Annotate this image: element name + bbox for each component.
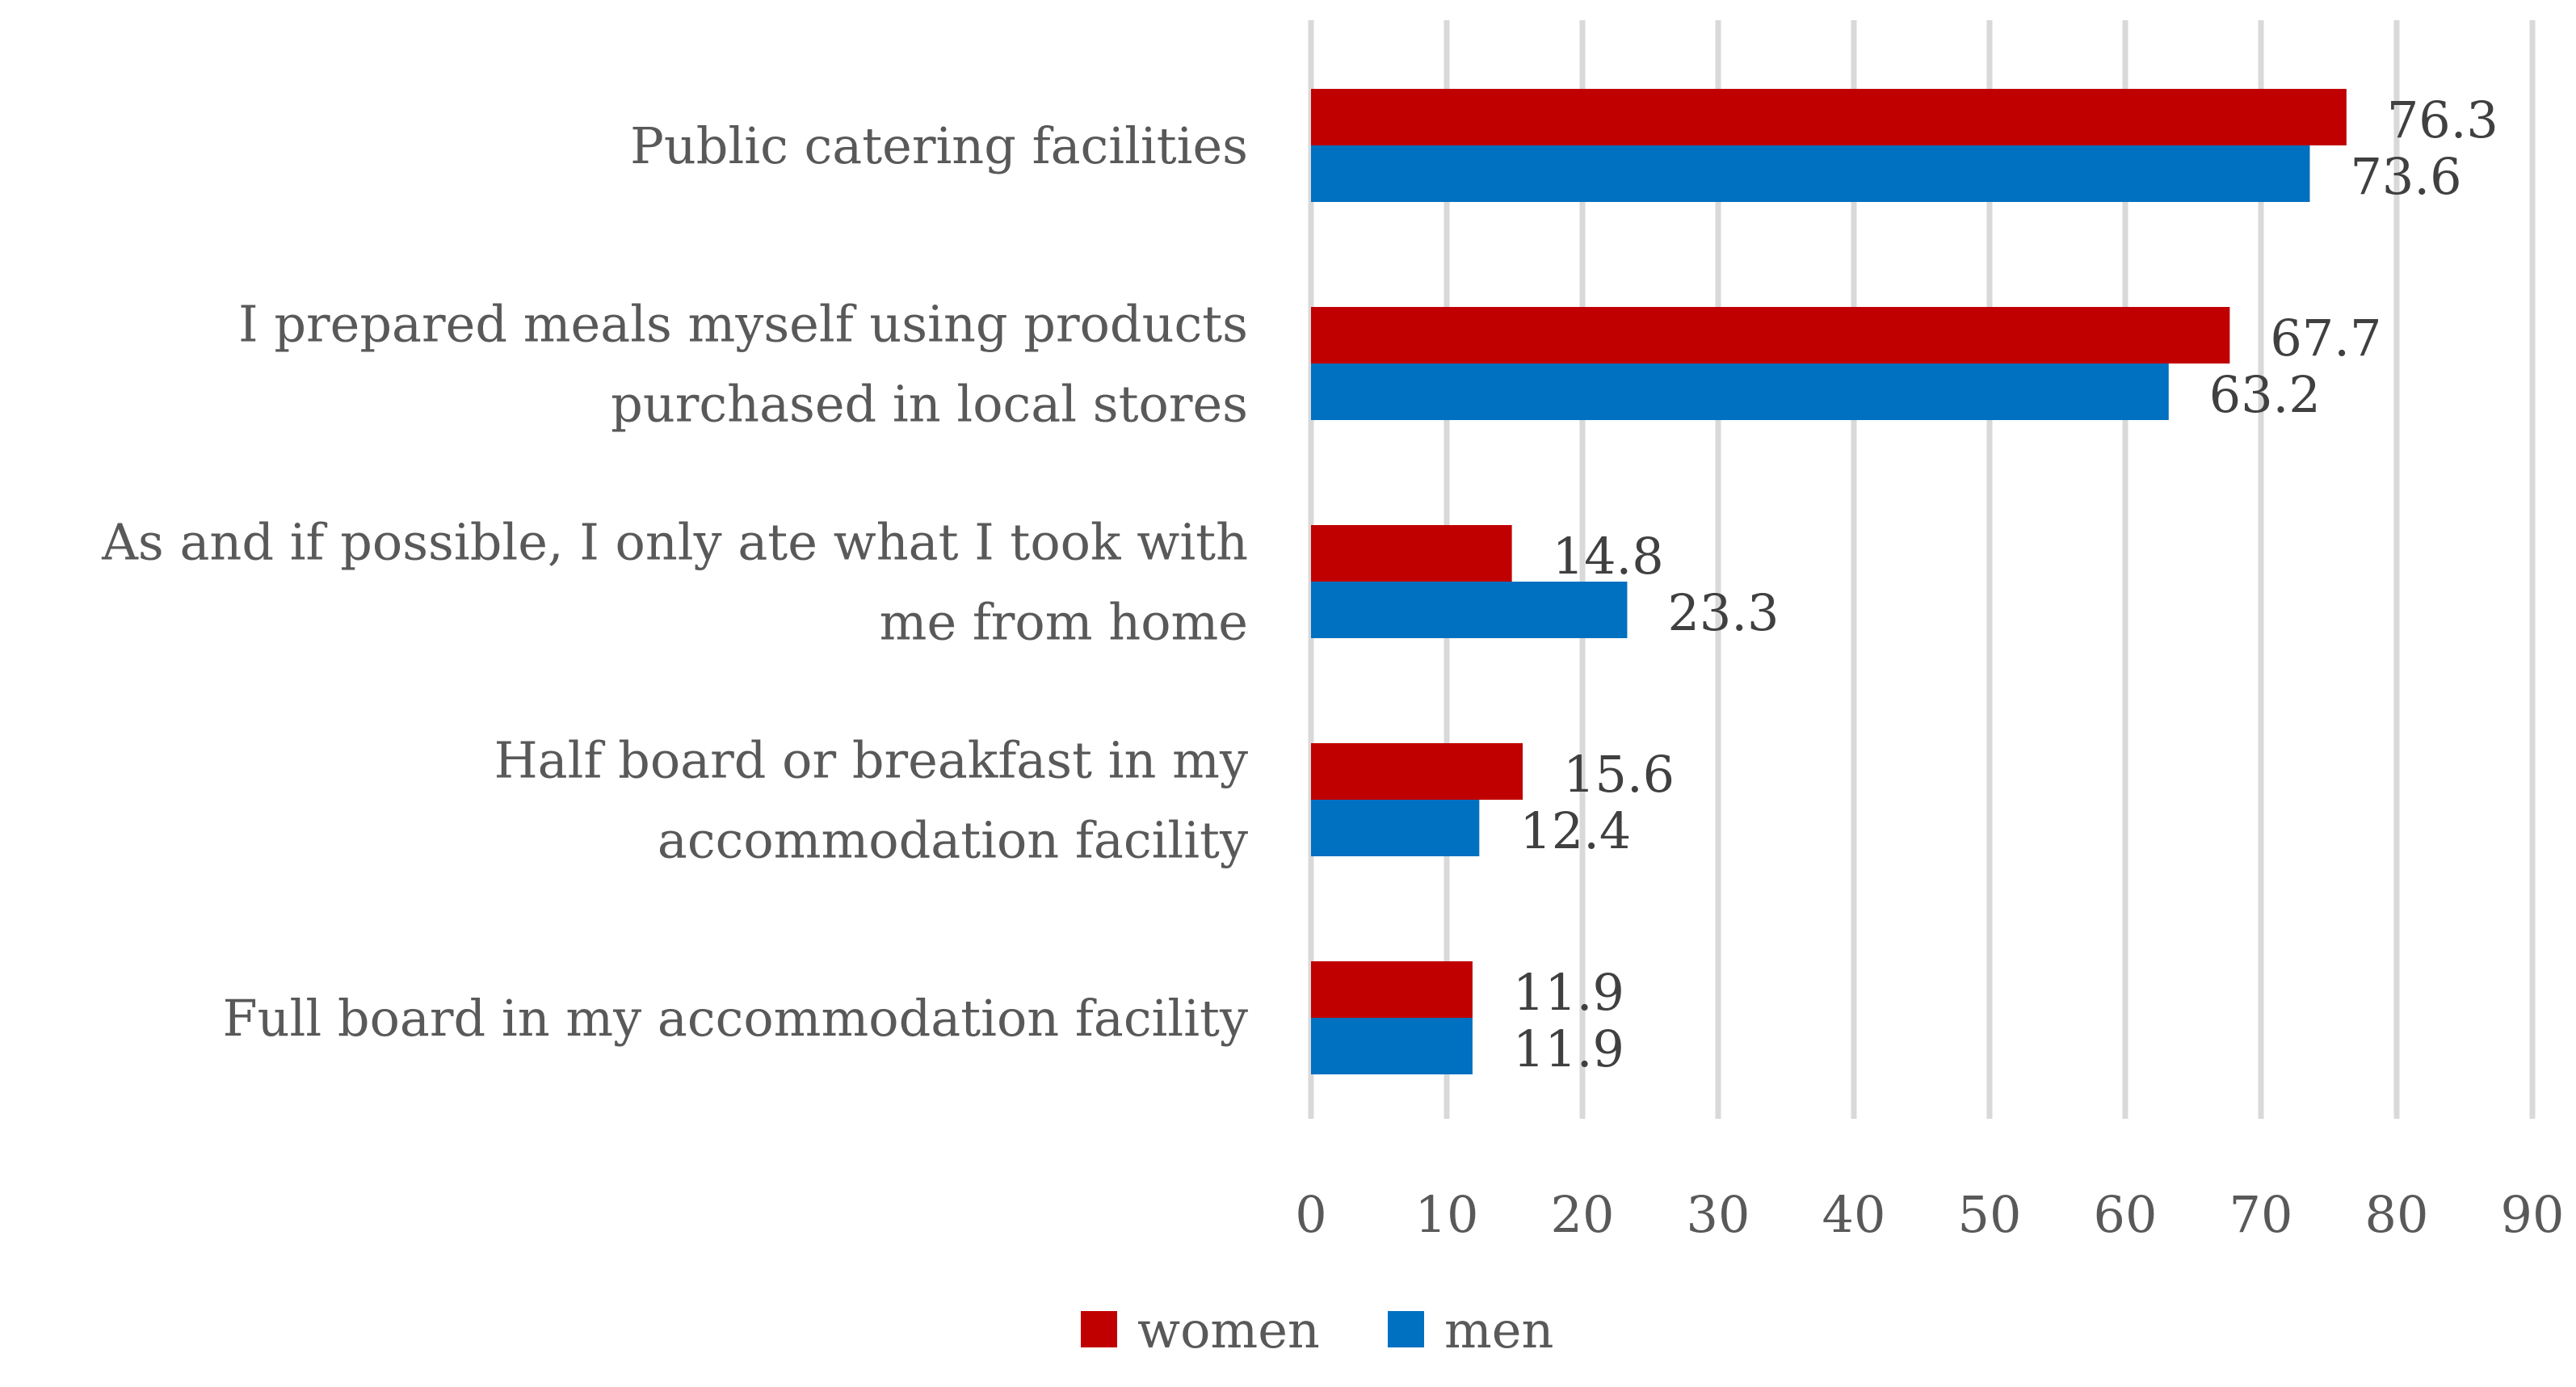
bar-men (1311, 364, 2169, 420)
data-label-women: 76.3 (2387, 90, 2498, 149)
data-label-men: 11.9 (1513, 1019, 1624, 1078)
data-label-women: 11.9 (1513, 963, 1624, 1022)
data-label-men: 12.4 (1519, 801, 1631, 860)
x-tick-label: 50 (1958, 1185, 2022, 1244)
gridlines (1308, 20, 2536, 1119)
x-tick-label: 90 (2501, 1185, 2565, 1244)
x-tick-label: 0 (1295, 1185, 1326, 1244)
bar-women (1311, 89, 2347, 145)
x-tick-label: 20 (1551, 1185, 1615, 1244)
bar-men (1311, 145, 2310, 202)
category-label: As and if possible, I only ate what I to… (101, 513, 1248, 572)
data-label-men: 23.3 (1667, 583, 1779, 642)
category-label: Half board or breakfast in my (494, 731, 1248, 790)
category-label: Full board in my accommodation facility (223, 989, 1248, 1048)
legend-swatch-women (1081, 1311, 1117, 1347)
bar-men (1311, 800, 1480, 856)
category-label: purchased in local stores (611, 375, 1248, 434)
category-label: I prepared meals myself using products (238, 295, 1248, 354)
bar-men (1311, 1018, 1473, 1074)
category-label: Public catering facilities (630, 116, 1248, 175)
bar-men (1311, 582, 1628, 638)
data-label-women: 67.7 (2270, 309, 2381, 368)
legend-label-men: men (1444, 1301, 1553, 1360)
bar-women (1311, 307, 2230, 364)
legend: women men (1081, 1301, 1553, 1360)
legend-swatch-men (1388, 1311, 1424, 1347)
x-tick-label: 60 (2094, 1185, 2158, 1244)
x-tick-label: 10 (1415, 1185, 1479, 1244)
category-label: me from home (880, 593, 1248, 652)
bar-women (1311, 525, 1512, 582)
data-label-women: 14.8 (1553, 527, 1664, 586)
data-label-men: 73.6 (2350, 147, 2461, 206)
x-tick-label: 30 (1687, 1185, 1750, 1244)
bar-women (1311, 961, 1473, 1018)
x-tick-label: 70 (2229, 1185, 2293, 1244)
x-tick-label: 80 (2365, 1185, 2429, 1244)
data-label-men: 63.2 (2209, 365, 2321, 424)
legend-label-women: women (1137, 1301, 1320, 1360)
x-tick-label: 40 (1822, 1185, 1886, 1244)
bar-women (1311, 743, 1523, 800)
category-label: accommodation facility (658, 811, 1248, 870)
bars (1311, 89, 2347, 1074)
data-label-women: 15.6 (1563, 745, 1675, 804)
labels: 0 10 20 30 40 50 60 70 80 90 Public catering facil… (101, 90, 2564, 1244)
